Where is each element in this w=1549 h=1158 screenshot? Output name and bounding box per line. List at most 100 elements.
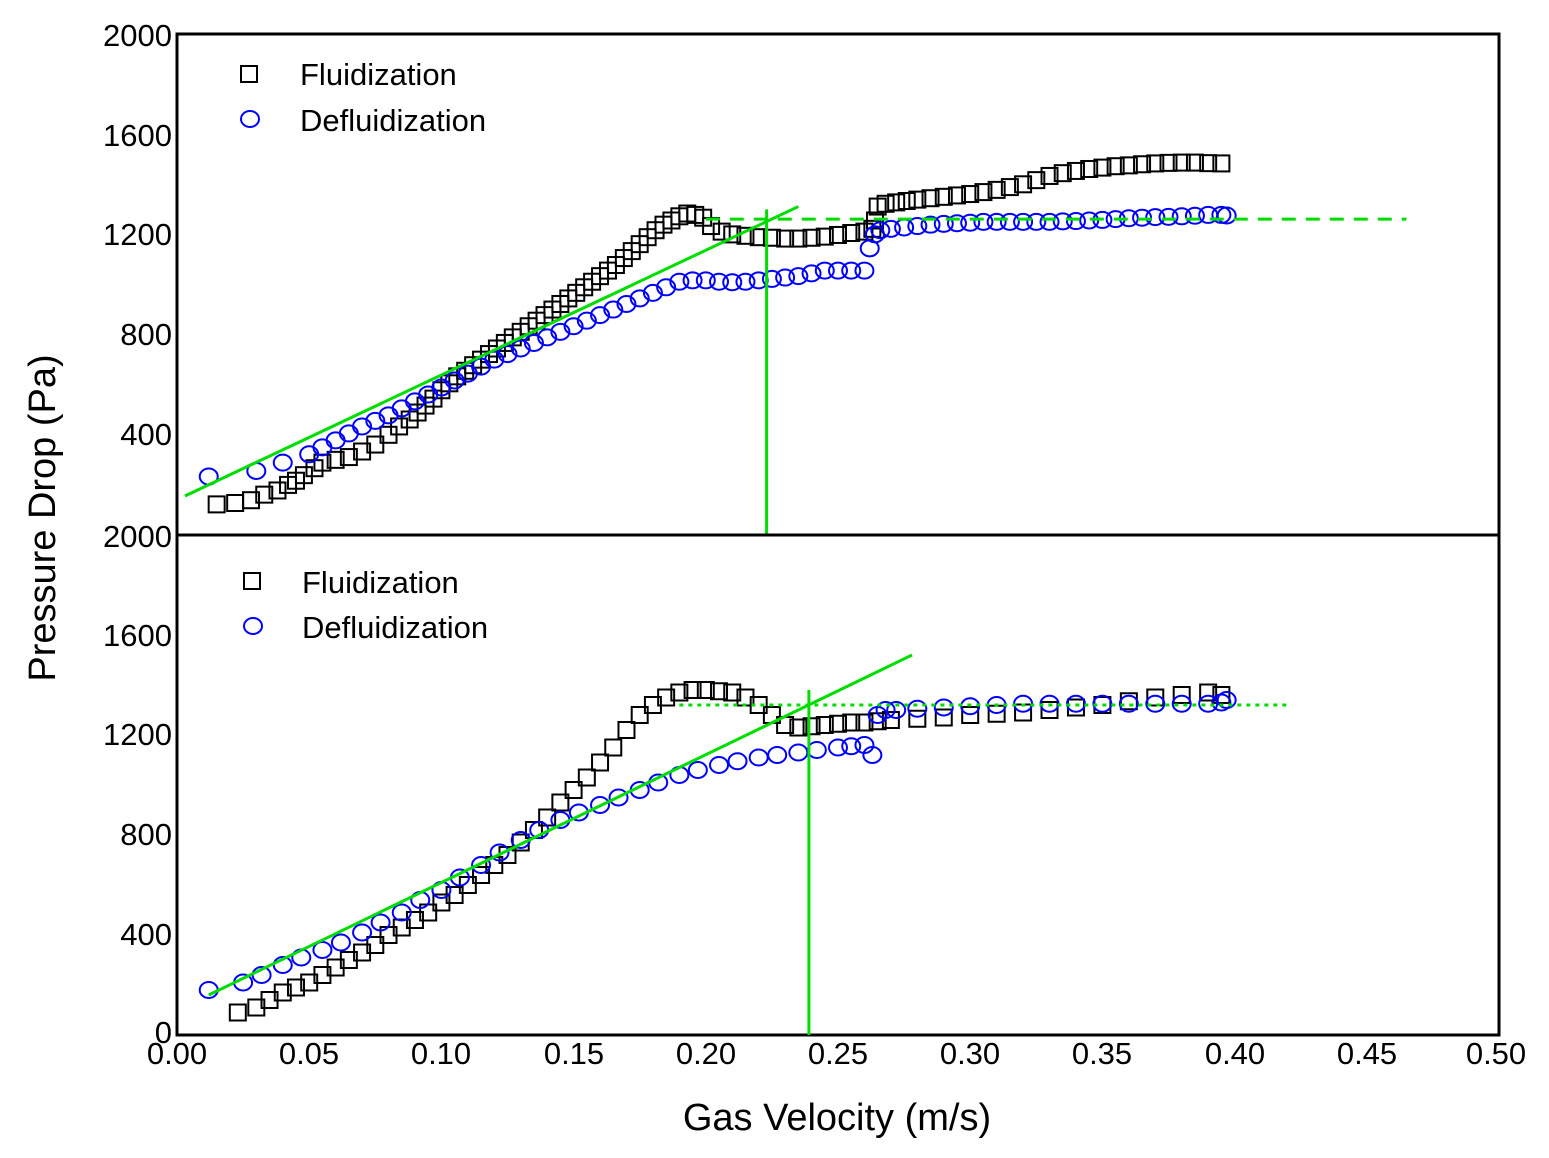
top-defluidization-point bbox=[999, 212, 1020, 231]
bottom-fluidization-point bbox=[1199, 683, 1218, 702]
top-defluidization-point bbox=[828, 261, 848, 280]
bottom-defluidization-point bbox=[1145, 694, 1166, 713]
bottom-defluidization-point bbox=[1171, 694, 1192, 713]
top-fluidization-point bbox=[339, 448, 358, 467]
x-axis-title: Gas Velocity (m/s) bbox=[683, 1097, 991, 1139]
bottom-fluidization-point bbox=[683, 681, 702, 699]
bottom-fluidization-point bbox=[710, 682, 729, 701]
x-tick-label: 0.30 bbox=[940, 1036, 1000, 1071]
bottom-legend: Fluidization Defluidization bbox=[243, 565, 488, 645]
top-defluidization-point bbox=[933, 214, 954, 233]
x-tick-label: 0.10 bbox=[411, 1036, 471, 1071]
x-tick-label: 0.40 bbox=[1205, 1036, 1265, 1071]
top-defluidization-point bbox=[576, 311, 597, 330]
top-fluidization-point bbox=[1185, 153, 1204, 172]
top-defluidization-point bbox=[616, 294, 637, 313]
x-tick-label: 0.45 bbox=[1337, 1036, 1397, 1071]
bottom-defluidization-point bbox=[198, 981, 219, 999]
top-defluidization-point bbox=[814, 261, 835, 280]
top-legend: Fluidization Defluidization bbox=[240, 57, 486, 138]
top-defluidization-point bbox=[418, 385, 439, 404]
top-fluidization-point bbox=[762, 228, 781, 247]
bottom-fluidization-point bbox=[723, 683, 742, 702]
top-fluidization-point bbox=[1212, 154, 1231, 173]
top-defluidization-point bbox=[761, 269, 782, 288]
bottom-fluidization-point bbox=[286, 978, 305, 997]
top-fluidization-point bbox=[268, 481, 287, 500]
top-fluidization-point bbox=[255, 485, 274, 504]
bottom-fluidization-point bbox=[802, 717, 821, 736]
top-fluidization-point bbox=[908, 190, 927, 209]
bottom-fluidization-point bbox=[445, 886, 464, 904]
bottom-defluidization-point bbox=[806, 741, 827, 759]
bottom-defluidization-point bbox=[1118, 694, 1139, 713]
top-fluidization-point bbox=[921, 189, 940, 208]
top-defluidization-point bbox=[629, 289, 650, 308]
top-defluidization-point bbox=[907, 217, 928, 236]
bottom-defluidization-point bbox=[1198, 694, 1219, 713]
top-fluidization-point bbox=[712, 222, 731, 241]
top-fluidization-point bbox=[1080, 159, 1099, 178]
bottom-fit-lines bbox=[208, 653, 1288, 1035]
bottom-defluidization-point bbox=[471, 856, 492, 874]
top-defluidization-point bbox=[590, 306, 611, 325]
top-y-tick-labels: 2000 1600 1200 800 400 bbox=[103, 18, 172, 452]
bottom-defluidization-point bbox=[312, 941, 333, 959]
bottom-panel: 2000 1600 1200 800 400 0 0.00 0.05 0.10 … bbox=[103, 519, 1526, 1071]
top-defluidization-point bbox=[1145, 208, 1166, 227]
bottom-defluidization-point bbox=[370, 913, 391, 932]
top-fluidization-point bbox=[947, 186, 966, 205]
top-fluidization-point bbox=[987, 180, 1006, 199]
bottom-legend-defluidization-label: Defluidization bbox=[302, 610, 488, 645]
top-fluidization-point bbox=[1066, 161, 1085, 180]
top-defluidization-point bbox=[642, 283, 663, 302]
bottom-y-tick-label: 1200 bbox=[103, 717, 172, 752]
top-defluidization-point bbox=[735, 272, 756, 291]
top-defluidization-point bbox=[1013, 212, 1034, 231]
top-fluidization-point bbox=[1093, 158, 1112, 177]
top-fluidization-point bbox=[974, 183, 993, 202]
top-legend-fluidization-label: Fluidization bbox=[300, 57, 457, 92]
bottom-y-tick-label: 400 bbox=[120, 917, 172, 952]
bottom-legend-circle-marker bbox=[243, 617, 263, 635]
bottom-fluidization-point bbox=[1040, 701, 1059, 719]
top-defluidization-point bbox=[365, 411, 386, 430]
bottom-fluidization-point bbox=[630, 706, 649, 724]
top-defluidization-point bbox=[870, 221, 891, 240]
bottom-y-tick-label: 800 bbox=[120, 817, 172, 852]
bottom-defluidization-point bbox=[489, 843, 510, 862]
top-defluidization-point bbox=[854, 261, 875, 280]
top-defluidization-point bbox=[1026, 212, 1047, 231]
top-fluidization-point bbox=[207, 495, 226, 514]
top-fluidization-point bbox=[1159, 153, 1178, 172]
top-defluidization-point bbox=[986, 212, 1007, 231]
top-series-layer bbox=[198, 153, 1237, 514]
bottom-fluidization-point bbox=[591, 753, 610, 772]
top-fluidization-point bbox=[1027, 171, 1046, 190]
bottom-fit-line-1 bbox=[208, 653, 913, 997]
top-defluidization-point bbox=[537, 328, 558, 347]
top-y-tick-label: 1200 bbox=[103, 217, 172, 252]
top-fluidization-point bbox=[390, 417, 409, 436]
bottom-defluidization-point bbox=[907, 699, 928, 718]
bottom-fluidization-point bbox=[670, 683, 689, 702]
top-fluidization-point bbox=[776, 229, 795, 248]
x-tick-label: 0.20 bbox=[676, 1036, 736, 1071]
bottom-defluidization-point bbox=[748, 748, 769, 767]
bottom-legend-square-marker bbox=[243, 572, 261, 590]
top-defluidization-point bbox=[709, 272, 730, 291]
top-fluidization-point bbox=[829, 225, 847, 244]
bottom-defluidization-point bbox=[709, 756, 730, 774]
bottom-fluidization-point bbox=[696, 681, 715, 699]
bottom-fluidization-point bbox=[815, 716, 834, 734]
bottom-defluidization-point bbox=[828, 738, 848, 757]
top-defluidization-point bbox=[788, 267, 809, 286]
top-defluidization-point bbox=[801, 264, 822, 283]
top-fluidization-point bbox=[815, 227, 834, 246]
top-defluidization-point bbox=[510, 339, 531, 358]
top-defluidization-point bbox=[775, 268, 796, 287]
top-defluidization-point bbox=[960, 213, 981, 232]
bottom-defluidization-point bbox=[767, 746, 788, 764]
top-fluidization-point bbox=[1172, 153, 1191, 172]
top-fluidization-point bbox=[887, 193, 906, 212]
